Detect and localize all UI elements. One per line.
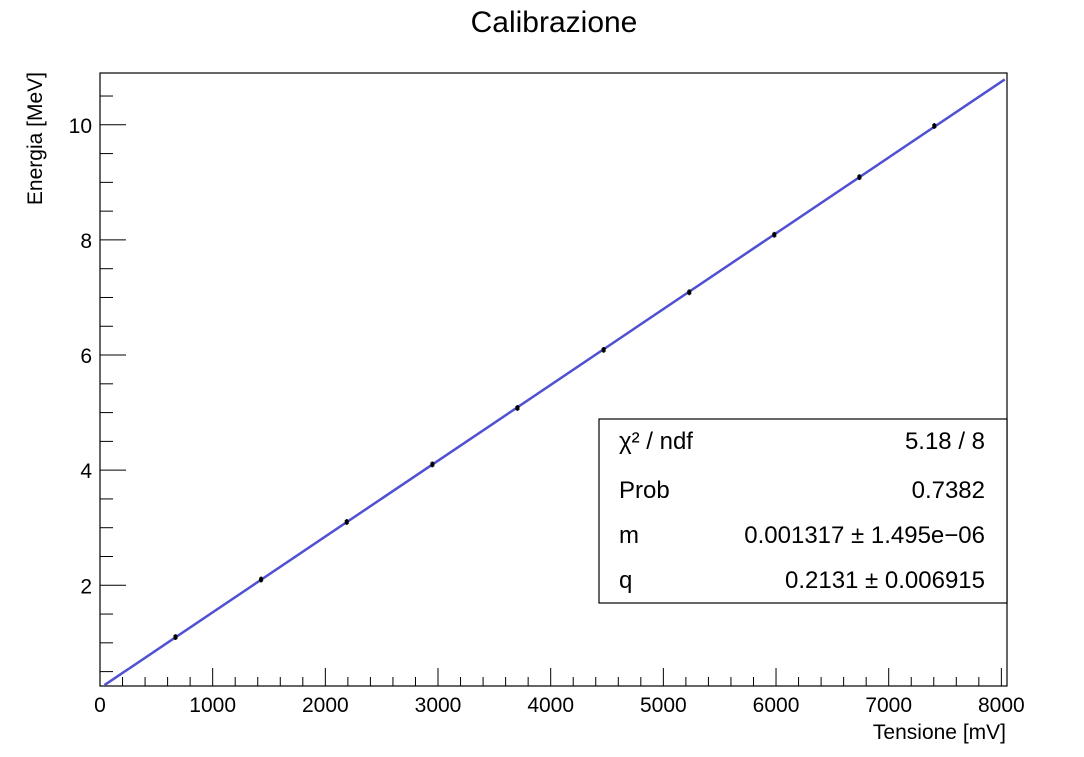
data-point <box>430 462 435 467</box>
stats-label-q: q <box>619 567 632 594</box>
y-tick-label: 2 <box>80 575 92 598</box>
y-tick-label: 6 <box>80 345 92 368</box>
x-tick-label: 8000 <box>978 694 1025 717</box>
y-axis-label: Energia [MeV] <box>24 72 47 205</box>
x-tick-label: 4000 <box>527 694 574 717</box>
stats-value-chi2: 5.18 / 8 <box>905 428 985 455</box>
axes <box>99 72 1008 687</box>
data-point <box>173 635 178 640</box>
stats-value-q: 0.2131 ± 0.006915 <box>785 567 985 594</box>
y-tick-label: 10 <box>69 115 92 138</box>
stats-label-chi2: χ² / ndf <box>619 428 693 455</box>
stats-value-prob: 0.7382 <box>912 477 985 504</box>
axis-ticks: 0 1000 2000 3000 4000 5000 6000 7000 8000 2 4 6 8 10 <box>69 95 1025 717</box>
data-point <box>687 290 692 295</box>
data-point <box>601 347 606 352</box>
x-tick-label: 6000 <box>753 694 800 717</box>
data-point <box>515 405 520 410</box>
data-point <box>259 577 264 582</box>
data-point <box>344 519 349 524</box>
fit-statistics-box: χ² / ndf 5.18 / 8 Prob 0.7382 m 0.001317… <box>598 418 1008 604</box>
x-tick-label: 5000 <box>640 694 687 717</box>
stats-label-prob: Prob <box>619 477 670 504</box>
fit-line-group <box>103 78 1006 687</box>
chart-title: Calibrazione <box>471 6 638 39</box>
data-point <box>932 123 937 128</box>
y-tick-label: 8 <box>80 230 92 253</box>
x-tick-label: 3000 <box>415 694 462 717</box>
x-tick-label: 0 <box>94 694 106 717</box>
x-tick-label: 1000 <box>189 694 236 717</box>
data-point <box>857 175 862 180</box>
stats-value-m: 0.001317 ± 1.495e−06 <box>744 522 985 549</box>
plot-frame <box>99 72 1008 687</box>
stats-label-m: m <box>619 522 639 549</box>
x-tick-label: 2000 <box>302 694 349 717</box>
data-points <box>173 123 937 640</box>
y-tick-label: 4 <box>80 460 92 483</box>
fit-line <box>103 78 1006 687</box>
x-axis-label: Tensione [mV] <box>873 721 1006 744</box>
x-tick-label: 7000 <box>865 694 912 717</box>
stats-box-frame <box>598 418 1008 604</box>
data-point <box>772 232 777 237</box>
